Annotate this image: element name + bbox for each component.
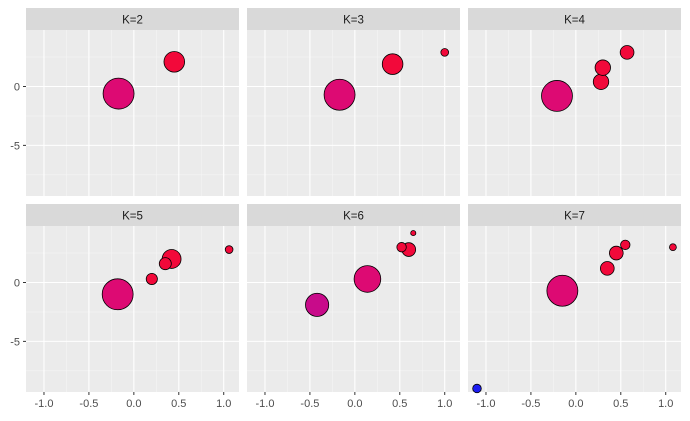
data-point (592, 73, 610, 90)
facet-panel-k2: K=2 0 -5 (10, 8, 239, 196)
facet-panel-k5: K=5 0 -5 -1.0 -0.5 0.0 0.5 1.0 (10, 204, 239, 410)
panel-background (26, 226, 239, 392)
data-point (101, 278, 134, 311)
x-tick-label: 0.0 (347, 398, 362, 410)
panel-background (247, 226, 460, 392)
data-point (381, 53, 404, 75)
x-tick-label: -0.5 (300, 398, 319, 410)
data-point (145, 272, 158, 285)
data-point (594, 59, 611, 76)
data-point (323, 78, 356, 111)
data-point (619, 45, 635, 60)
data-point (396, 242, 407, 253)
facet-panel-k4: K=4 (468, 8, 681, 196)
facet-strip (468, 204, 681, 226)
facet-strip-label: K=5 (122, 211, 143, 223)
panel-background (247, 30, 460, 196)
data-point (158, 257, 172, 271)
data-point (620, 239, 631, 250)
facet-strip (468, 8, 681, 30)
x-tick-label: 0.0 (126, 398, 141, 410)
x-tick-label: 0.5 (613, 398, 628, 410)
facet-strip (247, 8, 460, 30)
data-point (609, 245, 624, 261)
panel-background (468, 226, 681, 392)
data-point (410, 230, 417, 237)
x-tick-label: -1.0 (476, 398, 495, 410)
y-tick-label: -5 (10, 140, 20, 152)
x-tick-label: 1.0 (216, 398, 231, 410)
facet-strip-label: K=7 (564, 211, 585, 223)
facet-strip (26, 8, 239, 30)
x-tick-label: 0.0 (568, 398, 583, 410)
data-point (440, 48, 449, 57)
data-point (163, 51, 186, 73)
panel-background (468, 30, 681, 196)
x-tick-label: -0.5 (79, 398, 98, 410)
data-point (472, 383, 482, 394)
facet-strip-label: K=3 (343, 15, 364, 27)
x-tick-label: -1.0 (255, 398, 274, 410)
y-tick-label: -5 (10, 336, 20, 348)
data-point (353, 265, 382, 293)
data-point (224, 245, 234, 254)
data-point (305, 292, 330, 317)
facet-strip (247, 204, 460, 226)
y-tick-label: 0 (14, 278, 20, 290)
facet-panel-k6: K=6 -1.0 -0.5 0.0 0.5 1.0 (247, 204, 460, 410)
facet-strip-label: K=2 (122, 15, 143, 27)
x-tick-label: 1.0 (658, 398, 673, 410)
data-point (102, 77, 135, 110)
x-tick-label: 0.5 (171, 398, 186, 410)
facet-strip-label: K=4 (564, 15, 585, 27)
x-tick-label: 1.0 (437, 398, 452, 410)
facet-strip (26, 204, 239, 226)
data-point (546, 274, 579, 307)
data-point (541, 80, 573, 112)
panel-background (26, 30, 239, 196)
facet-strip-label: K=6 (343, 211, 364, 223)
facet-panel-k7: K=7 -1.0 -0.5 0.0 0.5 1.0 (468, 204, 681, 410)
data-point (600, 261, 615, 276)
x-tick-label: -1.0 (34, 398, 53, 410)
x-tick-label: -0.5 (521, 398, 540, 410)
data-point (669, 243, 677, 252)
facet-panel-k3: K=3 (247, 8, 460, 196)
y-tick-label: 0 (14, 82, 20, 94)
x-tick-label: 0.5 (392, 398, 407, 410)
